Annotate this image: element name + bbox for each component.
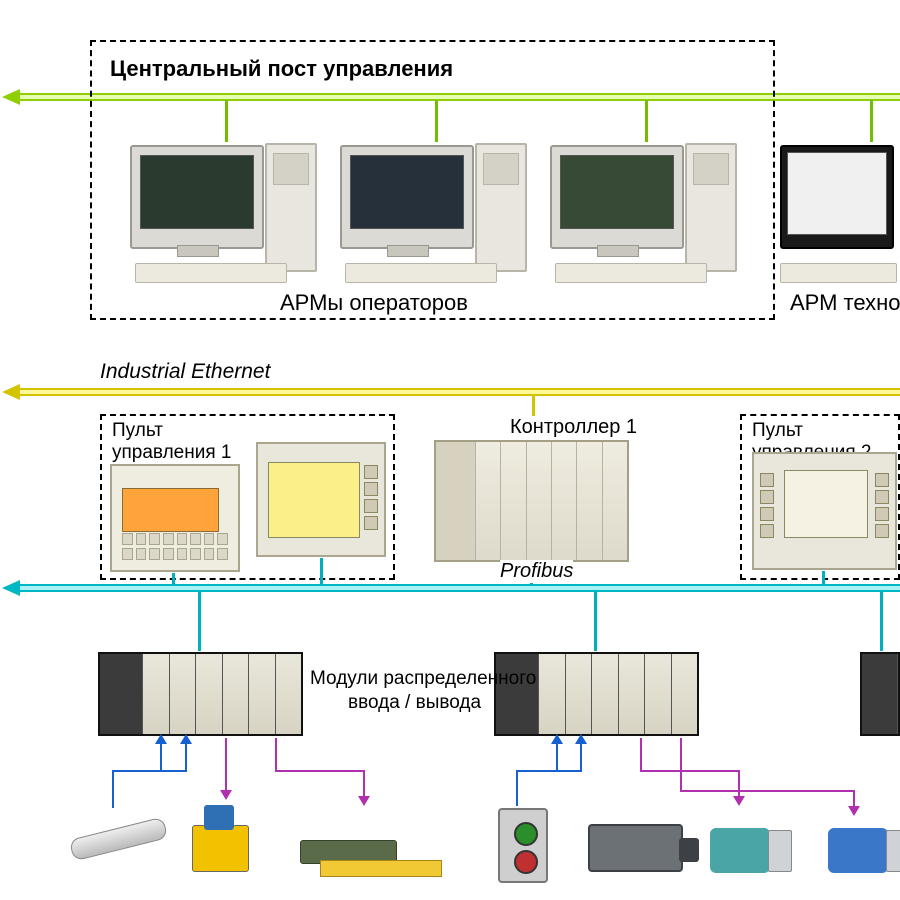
io1-out-1	[225, 738, 227, 792]
field-pump	[192, 805, 252, 875]
field-cylinder	[70, 818, 170, 888]
drop-ws1	[225, 100, 228, 142]
io1-out-2h	[275, 770, 365, 772]
hmi-panel-2	[256, 442, 386, 557]
io1-out-2	[275, 738, 277, 772]
drop-ws2	[435, 100, 438, 142]
drop-ws4	[870, 100, 873, 142]
plc-controller-1	[434, 440, 629, 562]
io2-out-1v	[738, 770, 740, 798]
controller1-label: Контроллер 1	[510, 416, 637, 439]
io1-out-2v	[363, 770, 365, 798]
field-motor-1	[710, 818, 795, 878]
io1-in-2a	[180, 734, 192, 744]
io2-in-1	[556, 742, 558, 772]
panel2-label-a: Пульт	[752, 420, 803, 442]
drop-hmi2	[320, 558, 323, 587]
io2-out-2	[680, 738, 682, 792]
field-sensor	[588, 824, 683, 872]
io1-out-2a	[358, 796, 370, 806]
drop-io3	[880, 591, 883, 651]
io2-in-2	[580, 742, 582, 772]
workstation-tech	[800, 145, 900, 295]
io2-out-2a	[848, 806, 860, 816]
io1-blue-v	[112, 770, 114, 808]
io2-blue-v	[516, 770, 518, 806]
io2-in-2a	[575, 734, 587, 744]
panel1-label-b: управления 1	[112, 442, 231, 464]
drop-io1	[198, 591, 201, 651]
workstation-3	[550, 145, 750, 295]
arm-operators-label: АРМы операторов	[280, 290, 468, 316]
io1-out-1a	[220, 790, 232, 800]
io2-out-1a	[733, 796, 745, 806]
io1-in-1a	[155, 734, 167, 744]
io-module-3	[860, 652, 900, 736]
io1-in-2	[185, 742, 187, 772]
workstation-1	[130, 145, 330, 295]
field-pushbutton-box	[498, 808, 548, 883]
arm-techno-label: АРМ техно	[790, 290, 900, 316]
bus-ethernet-inner	[18, 390, 900, 394]
hmi-panel-3	[752, 452, 897, 570]
field-hydraulic	[300, 830, 440, 875]
bus-top-arrow	[2, 89, 20, 105]
diagram-canvas: { "colors": { "bus_top_outer": "#8fce00"…	[0, 0, 900, 900]
io-module-2	[494, 652, 699, 736]
field-motor-2	[828, 818, 900, 878]
panel1-label-a: Пульт	[112, 420, 163, 442]
io-label-2: ввода / вывода	[348, 692, 481, 714]
io2-out-1h	[640, 770, 740, 772]
industrial-ethernet-label: Industrial Ethernet	[100, 360, 270, 384]
io-label-1: Модули распределенного	[310, 668, 536, 690]
bus-profibus-arrow	[2, 580, 20, 596]
io1-blue-h	[112, 770, 187, 772]
bus-ethernet-arrow	[2, 384, 20, 400]
central-post-label: Центральный пост управления	[110, 56, 453, 82]
workstation-2	[340, 145, 540, 295]
io1-in-1	[160, 742, 162, 772]
io2-out-2h	[680, 790, 855, 792]
drop-ws3	[645, 100, 648, 142]
drop-io2	[594, 591, 597, 651]
io-module-1	[98, 652, 303, 736]
bus-profibus-inner	[18, 586, 900, 590]
io2-blue-h	[516, 770, 582, 772]
io2-in-1a	[551, 734, 563, 744]
hmi-panel-1	[110, 464, 240, 572]
io2-out-1	[640, 738, 642, 772]
profibus-label: Profibus	[500, 560, 573, 583]
